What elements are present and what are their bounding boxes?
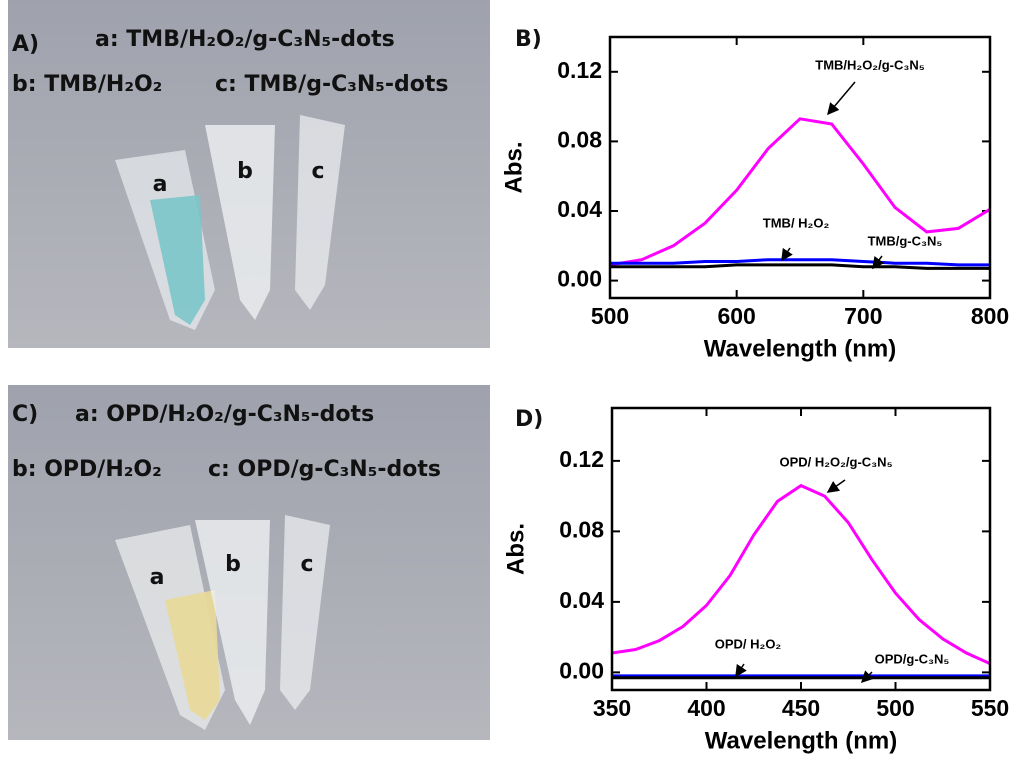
tube-label: b bbox=[237, 159, 253, 184]
x-tick-label: 550 bbox=[971, 695, 1009, 721]
photo-caption: b: OPD/H₂O₂ bbox=[12, 457, 162, 482]
series-label: OPD/g-C₃N₅ bbox=[875, 651, 950, 666]
x-tick-label: 700 bbox=[844, 303, 882, 329]
tube-label: b bbox=[225, 552, 241, 577]
panel-label: B) bbox=[515, 27, 542, 52]
panel-label: D) bbox=[515, 407, 543, 432]
x-tick-label: 600 bbox=[717, 303, 755, 329]
panel-label: C) bbox=[12, 402, 38, 427]
x-tick-label: 500 bbox=[876, 695, 914, 721]
y-tick-label: 0.08 bbox=[559, 516, 604, 542]
series-label: TMB/ H₂O₂ bbox=[763, 215, 830, 230]
photo-caption: c: TMB/g-C₃N₅-dots bbox=[215, 72, 449, 97]
x-tick-label: 350 bbox=[593, 695, 631, 721]
figure: A) a: TMB/H₂O₂/g-C₃N₅-dots b: TMB/H₂O₂ c: T… bbox=[0, 0, 1020, 765]
x-tick-label: 800 bbox=[971, 303, 1009, 329]
y-tick-label: 0.00 bbox=[557, 266, 602, 292]
series-label: TMB/g-C₃N₅ bbox=[868, 233, 943, 248]
y-tick-label: 0.08 bbox=[557, 126, 602, 152]
y-axis-label: Abs. bbox=[502, 523, 529, 575]
series-label: OPD/ H₂O₂/g-C₃N₅ bbox=[779, 454, 892, 469]
line-series bbox=[612, 486, 990, 664]
x-tick-label: 400 bbox=[687, 695, 725, 721]
series-label: OPD/ H₂O₂ bbox=[715, 636, 782, 651]
tube-label: a bbox=[153, 172, 168, 197]
annotation-arrow bbox=[736, 664, 744, 676]
x-tick-label: 500 bbox=[591, 303, 629, 329]
x-tick-label: 450 bbox=[782, 695, 820, 721]
y-axis-label: Abs. bbox=[500, 141, 527, 193]
photo-caption: c: OPD/g-C₃N₅-dots bbox=[208, 457, 441, 482]
photo-c bbox=[8, 385, 490, 740]
y-tick-label: 0.12 bbox=[559, 446, 604, 472]
x-axis-label: Wavelength (nm) bbox=[704, 335, 896, 362]
tube-label: a bbox=[150, 565, 165, 590]
annotation-arrow bbox=[828, 82, 855, 114]
photo-caption: b: TMB/H₂O₂ bbox=[12, 72, 162, 97]
y-tick-label: 0.04 bbox=[557, 196, 602, 222]
panel-label: A) bbox=[12, 32, 39, 57]
tube-label: c bbox=[311, 159, 324, 184]
plot-frame bbox=[612, 408, 990, 690]
line-series bbox=[610, 265, 990, 269]
y-tick-label: 0.00 bbox=[559, 657, 604, 683]
x-axis-label: Wavelength (nm) bbox=[705, 727, 897, 754]
tube-label: c bbox=[300, 552, 313, 577]
annotation-arrow bbox=[828, 480, 845, 492]
series-label: TMB/H₂O₂/g-C₃N₅ bbox=[815, 57, 924, 72]
y-tick-label: 0.04 bbox=[559, 587, 604, 613]
photo-caption: a: OPD/H₂O₂/g-C₃N₅-dots bbox=[75, 402, 374, 427]
y-tick-label: 0.12 bbox=[557, 57, 602, 83]
photo-caption: a: TMB/H₂O₂/g-C₃N₅-dots bbox=[95, 27, 395, 52]
